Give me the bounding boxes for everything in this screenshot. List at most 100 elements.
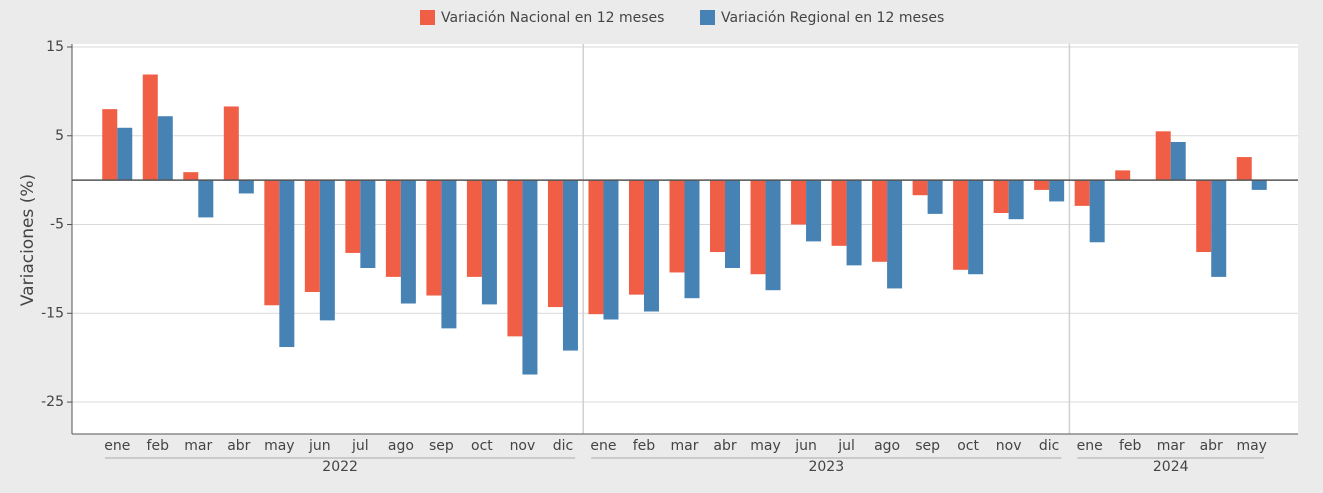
bar bbox=[304, 180, 320, 292]
bar bbox=[684, 180, 700, 299]
bar bbox=[643, 180, 659, 312]
bar bbox=[1115, 170, 1131, 181]
x-tick-label: mar bbox=[671, 438, 699, 454]
bar bbox=[507, 180, 523, 337]
x-tick-label: abr bbox=[1200, 438, 1223, 454]
x-tick-label: may bbox=[750, 438, 781, 454]
y-tick-label: 15 bbox=[46, 39, 64, 55]
bar bbox=[183, 172, 199, 181]
bar bbox=[117, 127, 133, 181]
bar bbox=[1251, 180, 1267, 190]
x-tick-label: ene bbox=[104, 438, 130, 454]
x-tick-label: abr bbox=[713, 438, 736, 454]
x-tick-label: mar bbox=[1157, 438, 1185, 454]
bar bbox=[1089, 180, 1105, 243]
y-tick-label: 5 bbox=[55, 128, 64, 144]
bar bbox=[628, 180, 644, 295]
bar bbox=[1049, 180, 1065, 202]
bar bbox=[887, 180, 903, 289]
bar bbox=[157, 116, 173, 181]
bar bbox=[198, 180, 214, 218]
x-tick-label: oct bbox=[957, 438, 979, 454]
bar bbox=[223, 106, 239, 181]
bar bbox=[345, 180, 361, 253]
x-tick-label: dic bbox=[553, 438, 573, 454]
bar bbox=[400, 180, 416, 304]
bar bbox=[441, 180, 457, 329]
y-tick-label: -25 bbox=[41, 394, 64, 410]
bar bbox=[562, 180, 578, 351]
x-tick-label: jul bbox=[837, 438, 855, 454]
bar bbox=[725, 180, 741, 269]
bar bbox=[481, 180, 497, 305]
x-tick-label: ene bbox=[1077, 438, 1103, 454]
x-tick-label: mar bbox=[184, 438, 212, 454]
bar bbox=[1008, 180, 1024, 220]
bar bbox=[319, 180, 335, 321]
x-tick-label: nov bbox=[510, 438, 536, 454]
bar bbox=[968, 180, 984, 275]
x-tick-label: feb bbox=[1119, 438, 1142, 454]
legend-swatch bbox=[420, 10, 435, 25]
x-tick-label: ago bbox=[388, 438, 414, 454]
bar bbox=[765, 180, 781, 291]
group-label: 2023 bbox=[808, 459, 844, 475]
legend-swatch bbox=[700, 10, 715, 25]
x-tick-label: may bbox=[1236, 438, 1267, 454]
bar bbox=[710, 180, 726, 253]
bar bbox=[1196, 180, 1212, 253]
bar bbox=[1170, 141, 1186, 181]
bar bbox=[846, 180, 862, 266]
bar bbox=[466, 180, 482, 277]
bar bbox=[1155, 131, 1171, 181]
bar bbox=[385, 180, 401, 277]
y-tick-label: -5 bbox=[50, 217, 64, 233]
x-tick-label: dic bbox=[1039, 438, 1059, 454]
group-label: 2024 bbox=[1153, 459, 1189, 475]
bar bbox=[547, 180, 563, 308]
bar bbox=[1236, 157, 1252, 181]
x-tick-label: sep bbox=[429, 438, 454, 454]
bar bbox=[750, 180, 766, 275]
bar bbox=[1034, 180, 1050, 190]
x-tick-label: ago bbox=[874, 438, 900, 454]
x-tick-label: jul bbox=[351, 438, 369, 454]
x-tick-label: ene bbox=[590, 438, 616, 454]
bar bbox=[426, 180, 442, 296]
bar bbox=[912, 180, 928, 196]
bar bbox=[927, 180, 943, 214]
bar bbox=[831, 180, 847, 246]
x-tick-label: may bbox=[264, 438, 295, 454]
bar bbox=[264, 180, 280, 306]
bar bbox=[102, 109, 118, 181]
x-tick-label: feb bbox=[147, 438, 170, 454]
bar bbox=[238, 180, 254, 194]
legend-label: Variación Regional en 12 meses bbox=[721, 10, 944, 26]
bar bbox=[791, 180, 807, 225]
x-tick-label: oct bbox=[471, 438, 493, 454]
bar bbox=[806, 180, 822, 242]
x-tick-label: sep bbox=[915, 438, 940, 454]
y-tick-label: -15 bbox=[41, 305, 64, 321]
bar bbox=[603, 180, 619, 320]
x-tick-label: nov bbox=[996, 438, 1022, 454]
x-tick-label: jun bbox=[308, 438, 331, 454]
y-axis-label: Variaciones (%) bbox=[18, 174, 38, 306]
x-tick-label: jun bbox=[794, 438, 817, 454]
bar bbox=[1074, 180, 1090, 206]
group-label: 2022 bbox=[322, 459, 358, 475]
bar bbox=[522, 180, 538, 375]
bar bbox=[1211, 180, 1227, 277]
bar bbox=[279, 180, 295, 348]
bar bbox=[588, 180, 604, 315]
bar bbox=[669, 180, 685, 273]
legend-label: Variación Nacional en 12 meses bbox=[441, 10, 664, 26]
x-tick-label: feb bbox=[633, 438, 656, 454]
x-tick-label: abr bbox=[227, 438, 250, 454]
bar bbox=[953, 180, 969, 270]
bar bbox=[872, 180, 888, 262]
bar bbox=[360, 180, 376, 269]
bar bbox=[993, 180, 1009, 213]
bar bbox=[142, 74, 158, 181]
